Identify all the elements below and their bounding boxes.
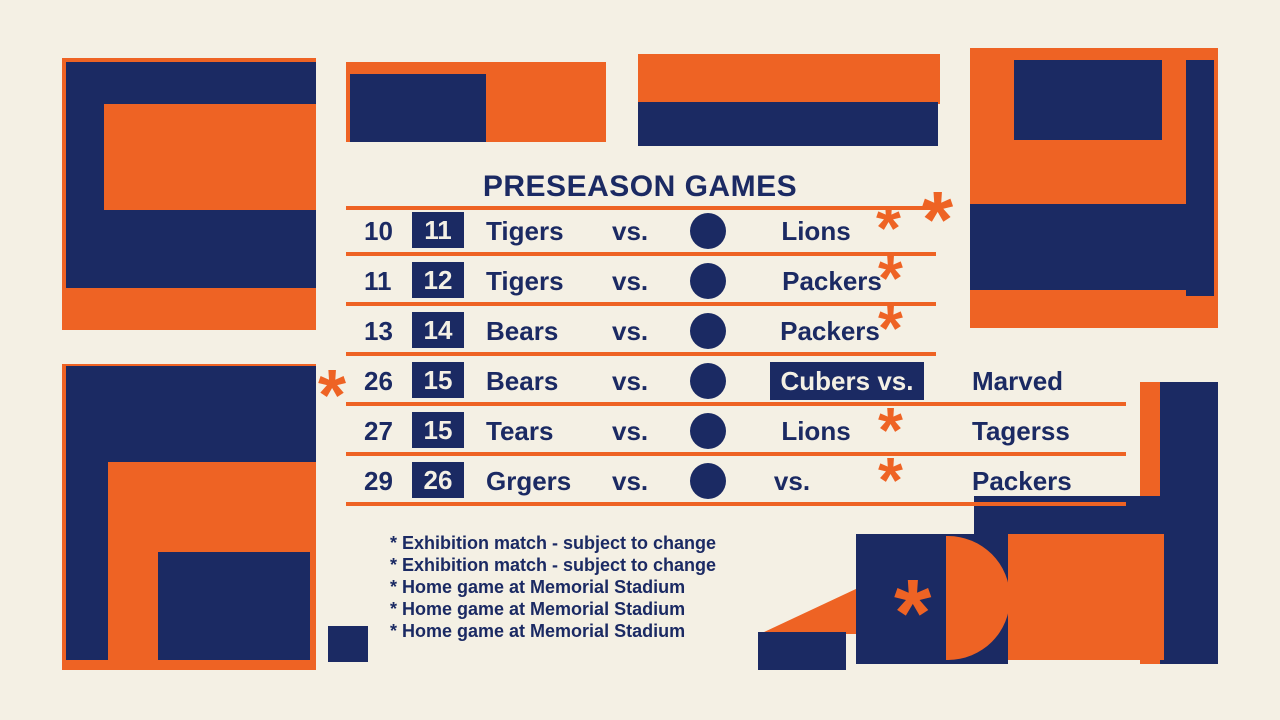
row-divider xyxy=(346,352,936,356)
home-team: Bears xyxy=(486,366,559,396)
extra-team: Tagerss xyxy=(972,416,1070,446)
game-number: 29 xyxy=(364,466,393,496)
extra-team: Marved xyxy=(972,366,1064,396)
footnotes: * Exhibition match - subject to change *… xyxy=(390,532,716,642)
away-team: Lions xyxy=(781,216,851,246)
footnote: * Home game at Memorial Stadium xyxy=(390,621,686,641)
asterisk-icon: * xyxy=(894,560,932,667)
deco-navy-block xyxy=(328,626,368,662)
home-team: Tigers xyxy=(486,216,564,246)
deco-navy-block xyxy=(1014,60,1162,140)
deco-navy-block xyxy=(66,366,316,462)
home-team: Tigers xyxy=(486,266,564,296)
game-week-badge: 11 xyxy=(412,212,464,248)
row-divider xyxy=(346,402,1126,406)
deco-navy-block xyxy=(66,460,108,660)
game-week-badge: 14 xyxy=(412,312,464,348)
row-divider xyxy=(346,302,936,306)
dot-icon xyxy=(690,413,726,449)
game-number: 27 xyxy=(364,416,393,446)
away-team: Packers xyxy=(782,266,882,296)
game-week-badge: 26 xyxy=(412,462,464,498)
asterisk-icon: * xyxy=(878,444,903,516)
dot-icon xyxy=(690,363,726,399)
row-divider xyxy=(346,452,1126,456)
vs-label: vs. xyxy=(612,466,649,496)
asterisk-icon: * xyxy=(318,356,347,436)
away-team-highlight: Cubers vs. xyxy=(770,362,924,400)
vs-label: vs. xyxy=(612,266,649,296)
deco-orange-block xyxy=(638,54,940,104)
deco-navy-block xyxy=(158,552,310,660)
game-number: 13 xyxy=(364,316,393,346)
deco-orange-wedge xyxy=(760,588,858,634)
row-divider xyxy=(346,502,1126,506)
home-team: Tears xyxy=(486,416,554,446)
game-number: 10 xyxy=(364,216,393,246)
deco-navy-block xyxy=(638,102,938,146)
game-week-badge: 12 xyxy=(412,262,464,298)
vs-label: vs. xyxy=(612,316,649,346)
dot-icon xyxy=(690,313,726,349)
asterisk-icon: * xyxy=(878,394,903,466)
asterisk-icon: * xyxy=(922,175,954,264)
vs-label: vs. xyxy=(612,216,649,246)
game-week-badge: 15 xyxy=(412,412,464,448)
extra-team: Packers xyxy=(972,466,1072,496)
dot-icon xyxy=(690,463,726,499)
asterisk-icon: * xyxy=(878,242,903,314)
asterisk-icon: * xyxy=(876,192,901,264)
footnote: * Exhibition match - subject to change xyxy=(390,555,717,575)
footnote: * Home game at Memorial Stadium xyxy=(390,577,686,597)
home-team: Bears xyxy=(486,316,559,346)
dot-icon xyxy=(690,213,726,249)
game-week-badge: 15 xyxy=(412,362,464,398)
deco-navy-block xyxy=(758,632,846,670)
footnote: * Exhibition match - subject to change xyxy=(390,533,717,553)
page-title: PRESEASON GAMES xyxy=(482,170,798,203)
game-number: 11 xyxy=(364,266,392,296)
deco-navy-block xyxy=(350,74,486,142)
footnote: * Home game at Memorial Stadium xyxy=(390,599,686,619)
deco-navy-block xyxy=(970,204,1214,290)
dot-icon xyxy=(690,263,726,299)
home-team: Grgers xyxy=(486,466,572,496)
away-team: Lions xyxy=(781,416,851,446)
row-divider xyxy=(346,252,936,256)
away-team: vs. xyxy=(773,466,811,496)
row-divider xyxy=(346,206,936,210)
asterisk-icon: * xyxy=(878,292,903,364)
deco-orange-block xyxy=(104,104,316,210)
game-number: 26 xyxy=(364,366,393,396)
away-team: Packers xyxy=(780,316,880,346)
vs-label: vs. xyxy=(612,366,649,396)
vs-label: vs. xyxy=(612,416,649,446)
